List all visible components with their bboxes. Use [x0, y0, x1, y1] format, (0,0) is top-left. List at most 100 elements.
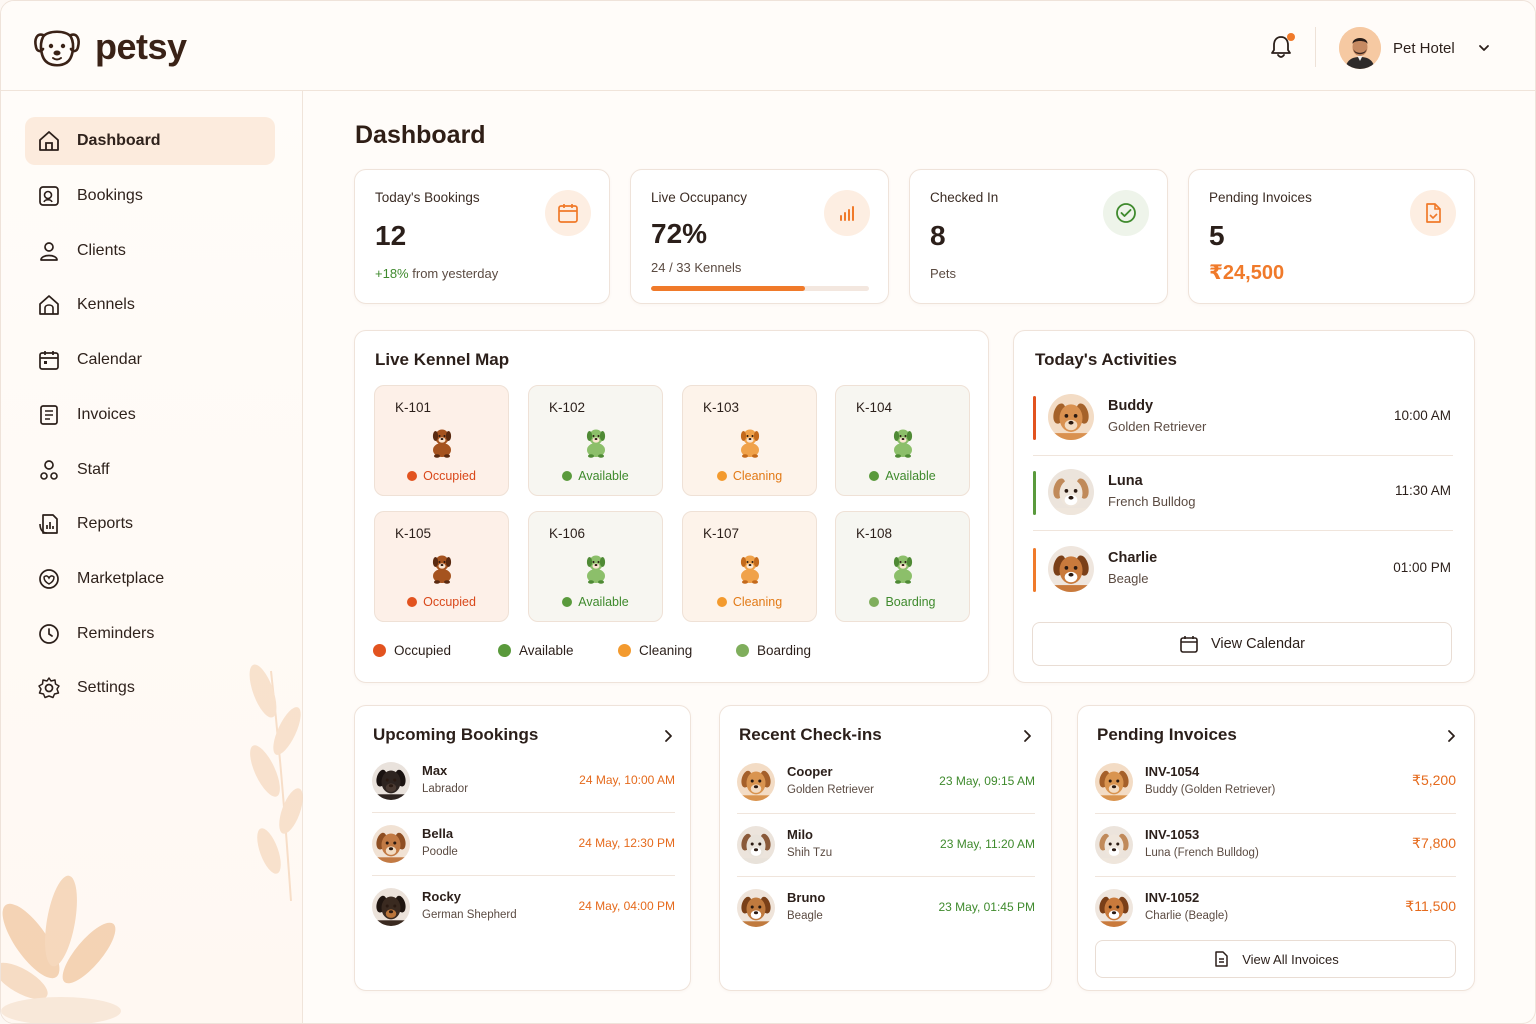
- list-title: INV-1052: [1145, 890, 1200, 905]
- stat-card-invoices[interactable]: Pending Invoices 5 ₹24,500: [1188, 169, 1475, 304]
- page-title: Dashboard: [355, 121, 486, 149]
- list-subtitle: Luna (French Bulldog): [1145, 847, 1259, 859]
- status-dot: [562, 597, 573, 607]
- activity-item[interactable]: Buddy Golden Retriever 10:00 AM: [1033, 392, 1453, 452]
- calendar-icon: [37, 348, 61, 372]
- kennel-status: Cleaning: [683, 469, 816, 483]
- chevron-right-icon[interactable]: [661, 729, 675, 743]
- sidebar-item-settings[interactable]: Settings: [25, 664, 275, 712]
- list-item[interactable]: INV-1054 Buddy (Golden Retriever) ₹5,200: [1095, 763, 1456, 811]
- list-value: ₹5,200: [1412, 772, 1456, 788]
- kennel-map-card: Live Kennel Map: [354, 330, 989, 683]
- status-dot: [716, 471, 727, 481]
- kennel-tile[interactable]: K-102 Available: [528, 385, 663, 496]
- list-subtitle: Charlie (Beagle): [1145, 910, 1229, 922]
- sidebar-item-reports[interactable]: Reports: [25, 500, 275, 548]
- sidebar-item-invoices[interactable]: Invoices: [25, 391, 275, 439]
- dog-icon: [888, 426, 918, 463]
- sidebar-item-label: Staff: [77, 461, 110, 478]
- view-all-invoices-button[interactable]: View All Invoices: [1095, 940, 1456, 978]
- view-calendar-button[interactable]: View Calendar: [1032, 622, 1452, 666]
- list-value: 23 May, 01:45 PM: [938, 900, 1036, 914]
- bell-icon[interactable]: [1267, 33, 1295, 61]
- sidebar-item-calendar[interactable]: Calendar: [25, 336, 275, 384]
- sidebar-item-dashboard[interactable]: Dashboard: [25, 117, 275, 165]
- list-item[interactable]: Cooper Golden Retriever 23 May, 09:15 AM: [737, 763, 1035, 811]
- pet-avatar: [737, 763, 775, 801]
- dog-logo-icon: [34, 30, 80, 67]
- status-label: Available: [578, 595, 629, 609]
- stat-card-bookings[interactable]: Today's Bookings 12 +18% from yesterday: [354, 169, 610, 304]
- marketplace-icon: [37, 567, 61, 591]
- list-subtitle: Labrador: [422, 783, 469, 795]
- stat-label: Pending Invoices: [1209, 190, 1312, 205]
- list-title: Milo: [787, 827, 813, 842]
- legend-dot: [373, 644, 386, 657]
- kennel-tile[interactable]: K-101 Occupied: [374, 385, 509, 496]
- kennel-status: Occupied: [375, 595, 508, 609]
- list-item[interactable]: Bella Poodle 24 May, 12:30 PM: [372, 825, 675, 873]
- document-icon: [1410, 190, 1456, 236]
- avatar: [1339, 27, 1381, 69]
- pet-avatar: [1095, 763, 1133, 801]
- pet-avatar: [372, 825, 410, 863]
- list-item[interactable]: Rocky German Shepherd 24 May, 04:00 PM: [372, 888, 675, 936]
- kennel-tile[interactable]: K-105 Occupied: [374, 511, 509, 622]
- stat-card-occupancy[interactable]: Live Occupancy 72% 24 / 33 Kennels: [630, 169, 889, 304]
- status-dot: [407, 597, 418, 607]
- kennel-tile[interactable]: K-107 Cleaning: [682, 511, 817, 622]
- button-label: View All Invoices: [1242, 951, 1339, 967]
- list-item[interactable]: INV-1052 Charlie (Beagle) ₹11,500: [1095, 889, 1456, 937]
- chevron-right-icon[interactable]: [1444, 729, 1458, 743]
- sidebar-item-marketplace[interactable]: Marketplace: [25, 555, 275, 603]
- user-menu[interactable]: Pet Hotel: [1339, 27, 1491, 69]
- activity-item[interactable]: Luna French Bulldog 11:30 AM: [1033, 467, 1453, 527]
- pet-avatar: [1048, 469, 1094, 515]
- pet-avatar: [1048, 546, 1094, 592]
- pet-avatar: [1095, 889, 1133, 927]
- kennel-id: K-101: [395, 400, 432, 415]
- legend-item-occupied: Occupied: [373, 643, 498, 658]
- legend-dot: [618, 644, 631, 657]
- kennel-tile[interactable]: K-103 Cleaning: [682, 385, 817, 496]
- activity-status-bar: [1033, 548, 1036, 592]
- list-title: Bruno: [787, 890, 826, 905]
- activity-time: 01:00 PM: [1393, 560, 1451, 575]
- sidebar-item-clients[interactable]: Clients: [25, 227, 275, 275]
- section-title: Live Kennel Map: [375, 350, 510, 369]
- kennel-tile[interactable]: K-106 Available: [528, 511, 663, 622]
- user-name: Pet Hotel: [1393, 39, 1455, 57]
- sidebar-item-staff[interactable]: Staff: [25, 446, 275, 494]
- status-dot: [716, 597, 727, 607]
- list-item[interactable]: INV-1053 Luna (French Bulldog) ₹7,800: [1095, 826, 1456, 874]
- app-name: petsy: [95, 26, 187, 67]
- logo[interactable]: petsy: [33, 25, 187, 69]
- stat-card-checked-in[interactable]: Checked In 8 Pets: [909, 169, 1168, 304]
- sidebar-item-label: Marketplace: [77, 570, 165, 587]
- pet-avatar: [1095, 826, 1133, 864]
- list-item[interactable]: Max Labrador 24 May, 10:00 AM: [372, 762, 675, 810]
- kennel-tile[interactable]: K-104 Available: [835, 385, 970, 496]
- staff-icon: [37, 458, 61, 482]
- list-item[interactable]: Bruno Beagle 23 May, 01:45 PM: [737, 889, 1035, 937]
- divider: [1095, 876, 1456, 877]
- sidebar-item-bookings[interactable]: Bookings: [25, 172, 275, 220]
- sidebar-item-kennels[interactable]: Kennels: [25, 281, 275, 329]
- chevron-down-icon[interactable]: [1477, 41, 1491, 55]
- pet-avatar: [1048, 394, 1094, 440]
- kennel-icon: [37, 293, 61, 317]
- activity-item[interactable]: Charlie Beagle 01:00 PM: [1033, 544, 1453, 604]
- bar-chart-icon: [824, 190, 870, 236]
- kennel-tile[interactable]: K-108 Boarding: [835, 511, 970, 622]
- list-subtitle: Beagle: [787, 910, 823, 922]
- list-item[interactable]: Milo Shih Tzu 23 May, 11:20 AM: [737, 826, 1035, 874]
- list-title: Max: [422, 763, 448, 778]
- status-dot: [869, 471, 880, 481]
- divider: [1033, 455, 1453, 456]
- status-label: Cleaning: [732, 469, 783, 483]
- pet-name: Luna: [1108, 473, 1143, 489]
- section-title: Upcoming Bookings: [373, 725, 539, 744]
- sidebar-item-reminders[interactable]: Reminders: [25, 610, 275, 658]
- sidebar-item-label: Dashboard: [77, 132, 161, 149]
- chevron-right-icon[interactable]: [1020, 729, 1034, 743]
